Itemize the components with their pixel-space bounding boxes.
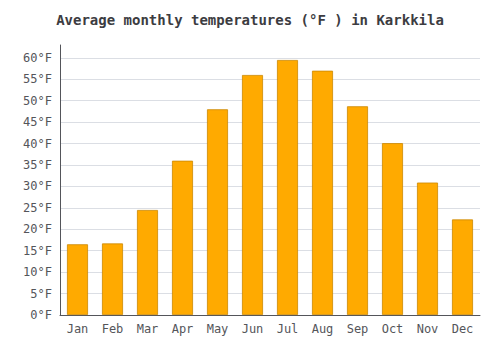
svg-text:Apr: Apr <box>172 322 194 336</box>
svg-text:Oct: Oct <box>382 322 404 336</box>
svg-text:Jul: Jul <box>277 322 299 336</box>
svg-text:Mar: Mar <box>137 322 159 336</box>
svg-text:15°F: 15°F <box>23 244 52 258</box>
svg-text:Dec: Dec <box>452 322 474 336</box>
svg-text:35°F: 35°F <box>23 158 52 172</box>
svg-text:Jun: Jun <box>242 322 264 336</box>
svg-text:Aug: Aug <box>312 322 334 336</box>
svg-text:20°F: 20°F <box>23 222 52 236</box>
svg-text:50°F: 50°F <box>23 94 52 108</box>
svg-text:5°F: 5°F <box>30 287 52 301</box>
svg-text:60°F: 60°F <box>23 51 52 65</box>
svg-text:40°F: 40°F <box>23 137 52 151</box>
svg-text:10°F: 10°F <box>23 265 52 279</box>
svg-text:25°F: 25°F <box>23 201 52 215</box>
svg-text:Nov: Nov <box>417 322 439 336</box>
svg-text:45°F: 45°F <box>23 115 52 129</box>
svg-text:0°F: 0°F <box>30 308 52 322</box>
svg-text:55°F: 55°F <box>23 72 52 86</box>
svg-text:Feb: Feb <box>102 322 124 336</box>
svg-text:Sep: Sep <box>347 322 369 336</box>
svg-text:Jan: Jan <box>67 322 89 336</box>
svg-text:30°F: 30°F <box>23 179 52 193</box>
svg-text:May: May <box>207 322 229 336</box>
svg-text:Average monthly temperatures (: Average monthly temperatures (°F ) in Ka… <box>56 12 444 28</box>
